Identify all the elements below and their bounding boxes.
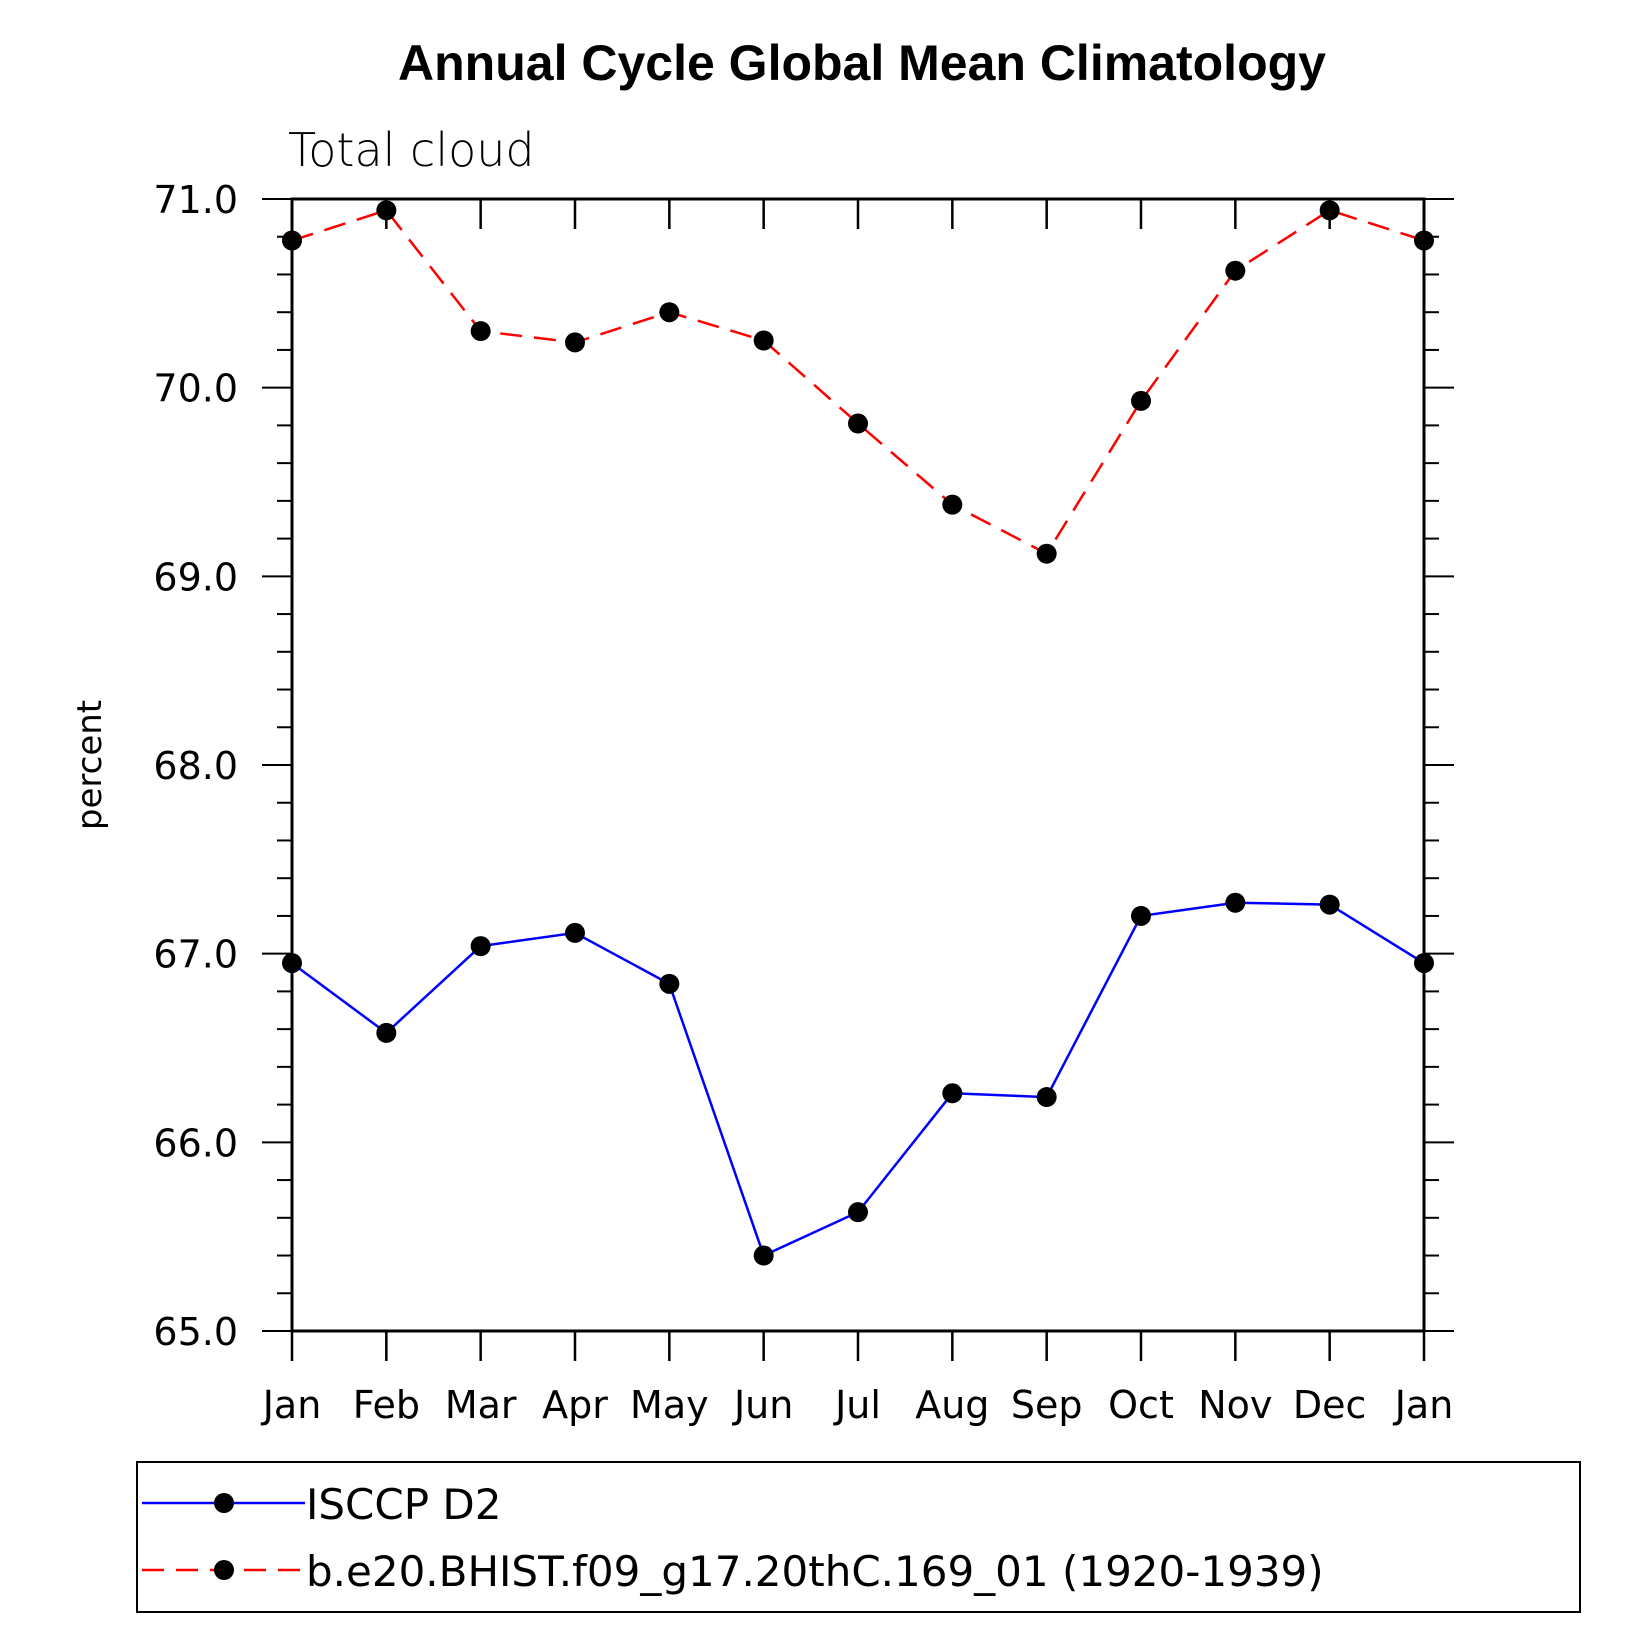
series-0-point: [470, 936, 491, 957]
x-tick-label: Jul: [833, 1383, 881, 1427]
legend: ISCCP D2 b.e20.BHIST.f09_g17.20thC.169_0…: [136, 1461, 1581, 1613]
series-0-point: [1131, 905, 1151, 926]
series-1-point: [848, 413, 868, 434]
x-tick-label: May: [630, 1383, 709, 1427]
legend-marker-isccp: [214, 1493, 234, 1513]
x-tick-labels: Jan Feb Mar Apr May Jun Jul Aug Sep Oct Nov Dec Jan: [261, 1383, 1454, 1427]
plot-frame: [290, 197, 1426, 1333]
series-0-point: [753, 1245, 774, 1266]
x-tick-label: Jun: [732, 1383, 793, 1427]
series-0-point: [1414, 953, 1434, 974]
legend-marker-model: [214, 1560, 234, 1580]
series-0-point: [565, 922, 585, 943]
y-tick-labels: 65.0 66.0 67.0 68.0 69.0 70.0 71.0: [153, 178, 238, 1354]
series-1-point: [753, 330, 774, 351]
x-tick-label: Jan: [1393, 1383, 1454, 1427]
series-0-point: [376, 1022, 397, 1043]
y-tick-label: 71.0: [153, 178, 238, 222]
series-1-point: [1225, 260, 1246, 281]
y-tick-label: 66.0: [153, 1121, 238, 1165]
axis-ticks: [262, 198, 1454, 1361]
series-0-point: [282, 953, 302, 974]
x-tick-label: Oct: [1108, 1383, 1174, 1427]
chart-title: Annual Cycle Global Mean Climatology: [398, 35, 1326, 91]
series-0-point: [1225, 892, 1246, 913]
legend-label-isccp: ISCCP D2: [306, 1480, 501, 1529]
series-1-point: [1036, 543, 1057, 564]
series-1-point: [1131, 390, 1151, 411]
x-tick-label: Jan: [261, 1383, 322, 1427]
y-tick-label: 69.0: [153, 555, 238, 599]
series-0-point: [942, 1083, 963, 1104]
y-tick-label: 70.0: [153, 367, 238, 411]
x-tick-label: Mar: [445, 1383, 517, 1427]
x-tick-label: Dec: [1293, 1383, 1367, 1427]
chart-subtitle: Total cloud: [288, 123, 535, 177]
y-tick-label: 65.0: [153, 1310, 238, 1354]
legend-box: [136, 1461, 1581, 1613]
series-1-point: [565, 332, 585, 353]
x-tick-label: Feb: [353, 1383, 420, 1427]
y-axis-label: percent: [70, 700, 110, 830]
series-1-point: [942, 494, 963, 515]
series-0-point: [1036, 1087, 1057, 1108]
series-1-point: [376, 200, 397, 221]
series-0-point: [1319, 894, 1340, 915]
x-tick-label: Aug: [915, 1383, 989, 1427]
series-1-point: [659, 302, 680, 323]
series-1-point: [1414, 230, 1434, 251]
series-1-point: [1319, 200, 1340, 221]
series-0-point: [659, 973, 680, 994]
x-tick-label: Nov: [1198, 1383, 1272, 1427]
x-tick-label: Sep: [1011, 1383, 1083, 1427]
x-tick-label: Apr: [542, 1383, 608, 1427]
series-0-point: [848, 1202, 868, 1223]
series-group: [282, 200, 1434, 1266]
series-1-point: [470, 321, 491, 342]
legend-label-model: b.e20.BHIST.f09_g17.20thC.169_01 (1920-1…: [306, 1547, 1324, 1596]
y-tick-label: 67.0: [153, 933, 238, 977]
series-line-1: [291, 208, 1425, 556]
y-tick-label: 68.0: [153, 744, 238, 788]
series-1-point: [282, 230, 302, 251]
